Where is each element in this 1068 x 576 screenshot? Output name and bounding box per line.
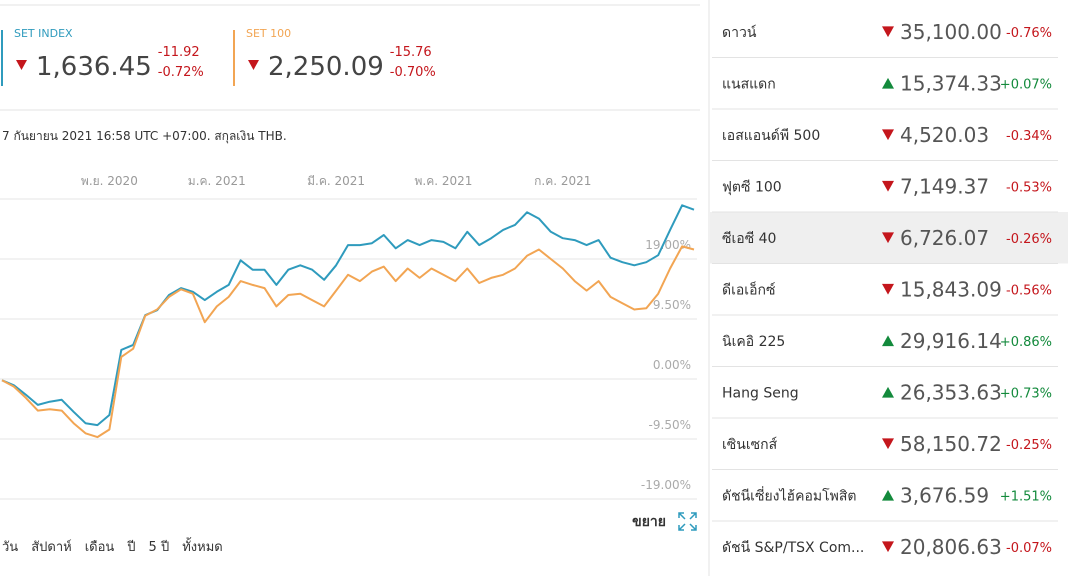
index-change: -0.34% xyxy=(1006,129,1052,144)
quote-change-pct: -0.70% xyxy=(390,65,436,80)
direction-arrow xyxy=(16,60,27,70)
index-change: -0.25% xyxy=(1006,438,1052,453)
index-value: 29,916.14 xyxy=(900,329,1002,353)
direction-arrow xyxy=(882,541,894,553)
quote-value: 1,636.45 xyxy=(36,52,152,82)
quote-change: -15.76 xyxy=(390,45,432,60)
direction-arrow xyxy=(882,180,894,192)
direction-arrow xyxy=(882,335,894,347)
direction-arrow xyxy=(882,26,894,38)
index-change: -0.26% xyxy=(1006,232,1052,247)
index-name[interactable]: ดัชนีเซี่ยงไฮ้คอมโพสิต xyxy=(722,486,856,504)
y-tick-label: -9.50% xyxy=(649,418,691,432)
index-change: +1.51% xyxy=(1000,489,1052,504)
range-button[interactable]: ทั้งหมด xyxy=(182,537,223,555)
direction-arrow xyxy=(248,60,259,70)
index-change: +0.73% xyxy=(1000,386,1052,401)
series-line xyxy=(1,245,695,439)
index-value: 58,150.72 xyxy=(900,432,1002,456)
series-line xyxy=(1,204,695,427)
index-value: 15,374.33 xyxy=(900,71,1002,95)
expand-icon[interactable] xyxy=(678,512,697,531)
range-button[interactable]: เดือน xyxy=(85,539,115,555)
index-value: 3,676.59 xyxy=(900,483,989,507)
index-value: 4,520.03 xyxy=(900,123,989,147)
direction-arrow xyxy=(882,489,894,501)
y-tick-label: -19.00% xyxy=(641,478,691,492)
x-tick-label: พ.ค. 2021 xyxy=(414,174,472,188)
index-value: 6,726.07 xyxy=(900,226,989,250)
index-change: -0.53% xyxy=(1006,180,1052,195)
y-tick-label: 19.00% xyxy=(645,238,691,252)
index-name[interactable]: ดัชนี S&P/TSX Com... xyxy=(722,540,864,556)
index-value: 7,149.37 xyxy=(900,174,989,198)
index-change: +0.86% xyxy=(1000,335,1052,350)
index-change: +0.07% xyxy=(1000,77,1052,92)
index-name[interactable]: ดาวน์ xyxy=(722,24,757,41)
index-value: 15,843.09 xyxy=(900,277,1002,301)
direction-arrow xyxy=(882,77,894,89)
index-name[interactable]: เซินเซกส์ xyxy=(722,436,778,453)
direction-arrow xyxy=(882,129,894,141)
expand-label[interactable]: ขยาย xyxy=(632,514,666,530)
direction-arrow xyxy=(882,386,894,398)
timestamp: 7 กันยายน 2021 16:58 UTC +07:00. สกุลเงิ… xyxy=(2,129,287,144)
x-tick-label: ม.ค. 2021 xyxy=(188,174,246,188)
y-tick-label: 9.50% xyxy=(653,298,691,312)
index-name[interactable]: นิเคอิ 225 xyxy=(722,334,785,350)
direction-arrow xyxy=(882,283,894,295)
index-name[interactable]: ซีเอซี 40 xyxy=(722,231,776,247)
index-value: 20,806.63 xyxy=(900,535,1002,559)
index-change: -0.76% xyxy=(1006,26,1052,41)
index-name[interactable]: เอสแอนด์พี 500 xyxy=(722,127,820,144)
index-change: -0.56% xyxy=(1006,283,1052,298)
quote-change: -11.92 xyxy=(158,45,200,60)
x-tick-label: ก.ค. 2021 xyxy=(534,174,591,188)
y-tick-label: 0.00% xyxy=(653,358,691,372)
index-name[interactable]: ดีเอเอ็กซ์ xyxy=(722,280,775,298)
x-tick-label: มี.ค. 2021 xyxy=(307,174,365,188)
quote-change-pct: -0.72% xyxy=(158,65,204,80)
range-button[interactable]: วัน xyxy=(2,540,18,555)
x-tick-label: พ.ย. 2020 xyxy=(81,174,138,188)
direction-arrow xyxy=(882,232,894,244)
range-button[interactable]: 5 ปี xyxy=(149,539,170,555)
index-name[interactable]: Hang Seng xyxy=(722,385,799,401)
quote-value: 2,250.09 xyxy=(268,52,384,82)
range-button[interactable]: ปี xyxy=(126,539,135,555)
index-value: 35,100.00 xyxy=(900,20,1002,44)
quote-name: SET INDEX xyxy=(14,27,73,40)
range-button[interactable]: สัปดาห์ xyxy=(31,539,72,555)
index-name[interactable]: ฟุตซี 100 xyxy=(722,179,782,195)
direction-arrow xyxy=(882,438,894,450)
index-name[interactable]: แนสแดก xyxy=(722,76,776,92)
index-change: -0.07% xyxy=(1006,541,1052,556)
index-value: 26,353.63 xyxy=(900,380,1002,404)
quote-name: SET 100 xyxy=(246,27,291,40)
